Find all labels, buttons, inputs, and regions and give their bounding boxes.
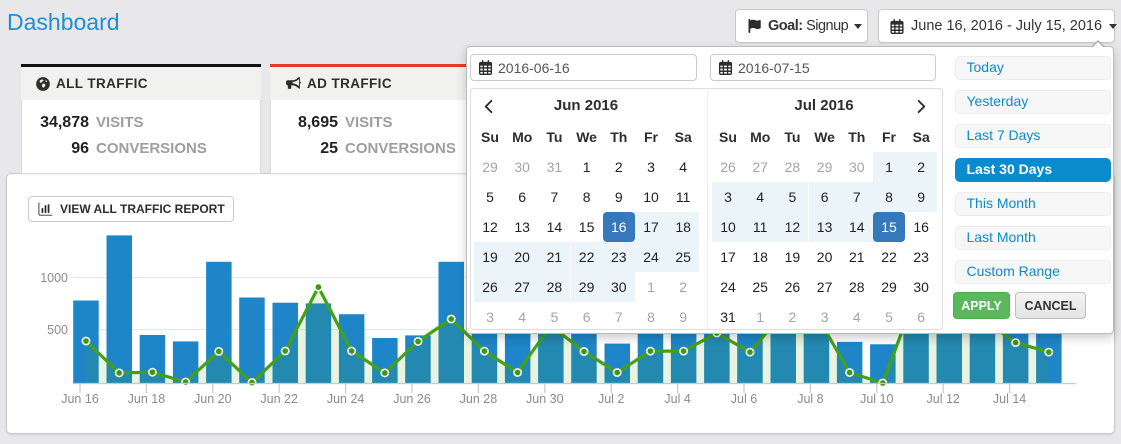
svg-text:Jun 26: Jun 26 [393, 392, 431, 406]
svg-text:Jul 14: Jul 14 [993, 392, 1026, 406]
svg-text:Jul 4: Jul 4 [664, 392, 690, 406]
svg-text:Jun 20: Jun 20 [194, 392, 232, 406]
svg-text:Jul 10: Jul 10 [860, 392, 893, 406]
svg-text:1000: 1000 [40, 271, 68, 285]
svg-text:Jul 6: Jul 6 [731, 392, 757, 406]
svg-text:Jul 2: Jul 2 [598, 392, 624, 406]
svg-text:Jun 16: Jun 16 [61, 392, 99, 406]
svg-text:Jun 22: Jun 22 [260, 392, 298, 406]
svg-text:Jul 12: Jul 12 [927, 392, 960, 406]
svg-text:Jun 30: Jun 30 [526, 392, 564, 406]
svg-text:Jun 24: Jun 24 [327, 392, 365, 406]
svg-text:500: 500 [47, 323, 68, 337]
svg-text:Jun 28: Jun 28 [460, 392, 498, 406]
svg-text:Jul 8: Jul 8 [797, 392, 823, 406]
svg-text:Jun 18: Jun 18 [128, 392, 166, 406]
